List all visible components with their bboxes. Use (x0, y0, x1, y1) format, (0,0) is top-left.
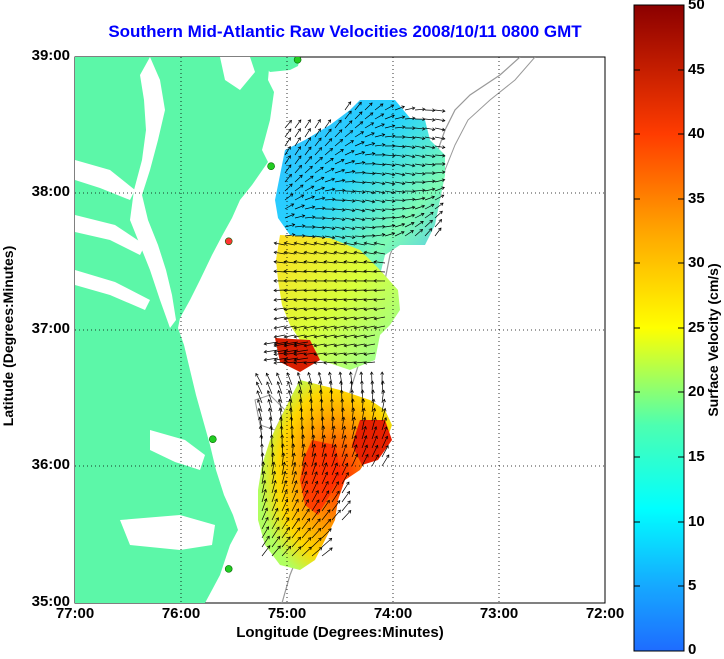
colorbar-tick-label: 5 (688, 577, 697, 594)
radar-site-marker (224, 565, 233, 573)
colorbar-tick-label: 0 (688, 641, 697, 658)
y-tick-label: 36:00 (31, 456, 70, 473)
grid-lines (75, 57, 605, 603)
velocity-region-north (275, 100, 445, 290)
radar-site-marker (224, 237, 233, 246)
x-tick-label: 72:00 (585, 605, 625, 622)
x-tick-label: 77:00 (55, 605, 95, 622)
x-axis-label: Longitude (Degrees:Minutes) (236, 624, 444, 641)
sound-pamlico (120, 515, 215, 550)
colorbar (633, 4, 685, 652)
y-tick-label: 35:00 (31, 593, 70, 610)
x-tick-label: 75:00 (267, 605, 307, 622)
velocity-vectors (255, 101, 446, 557)
colorbar-tick-label: 35 (688, 190, 705, 207)
y-tick-label: 37:00 (31, 320, 70, 337)
map-title: Southern Mid-Atlantic Raw Velocities 200… (108, 22, 582, 41)
x-tick-label: 74:00 (373, 605, 413, 622)
colorbar-tick-label: 20 (688, 383, 705, 400)
velocity-region-east-edge (352, 420, 392, 465)
colorbar-tick-label: 25 (688, 319, 705, 336)
colorbar-tick-label: 15 (688, 448, 705, 465)
colorbar-tick-label: 45 (688, 61, 705, 78)
y-tick-label: 38:00 (31, 183, 70, 200)
land-mass-nj (255, 57, 300, 72)
x-tick-label: 76:00 (161, 605, 201, 622)
colorbar-tick-label: 50 (688, 0, 705, 13)
colorbar-tick-label: 10 (688, 513, 705, 530)
estuary-3 (75, 270, 150, 310)
x-tick-label: 73:00 (479, 605, 519, 622)
colorbar-tick-label: 30 (688, 254, 705, 271)
colorbar-tick-label: 40 (688, 125, 705, 142)
radar-site-marker (267, 162, 275, 170)
sound-south (150, 430, 205, 470)
colorbar-ticks (634, 4, 684, 652)
y-axis-label: Latitude (Degrees:Minutes) (0, 245, 16, 427)
radar-sites (209, 57, 302, 573)
estuary-2 (75, 215, 145, 255)
radar-site-marker (293, 57, 302, 64)
estuary-1 (75, 160, 135, 200)
chesapeake-bay (130, 57, 176, 328)
velocity-region-south-core (300, 440, 340, 515)
radar-site-marker (209, 435, 217, 444)
delaware-bay (220, 57, 255, 90)
y-tick-label: 39:00 (31, 47, 70, 64)
colorbar-label: Surface Velocity (cm/s) (705, 263, 721, 417)
